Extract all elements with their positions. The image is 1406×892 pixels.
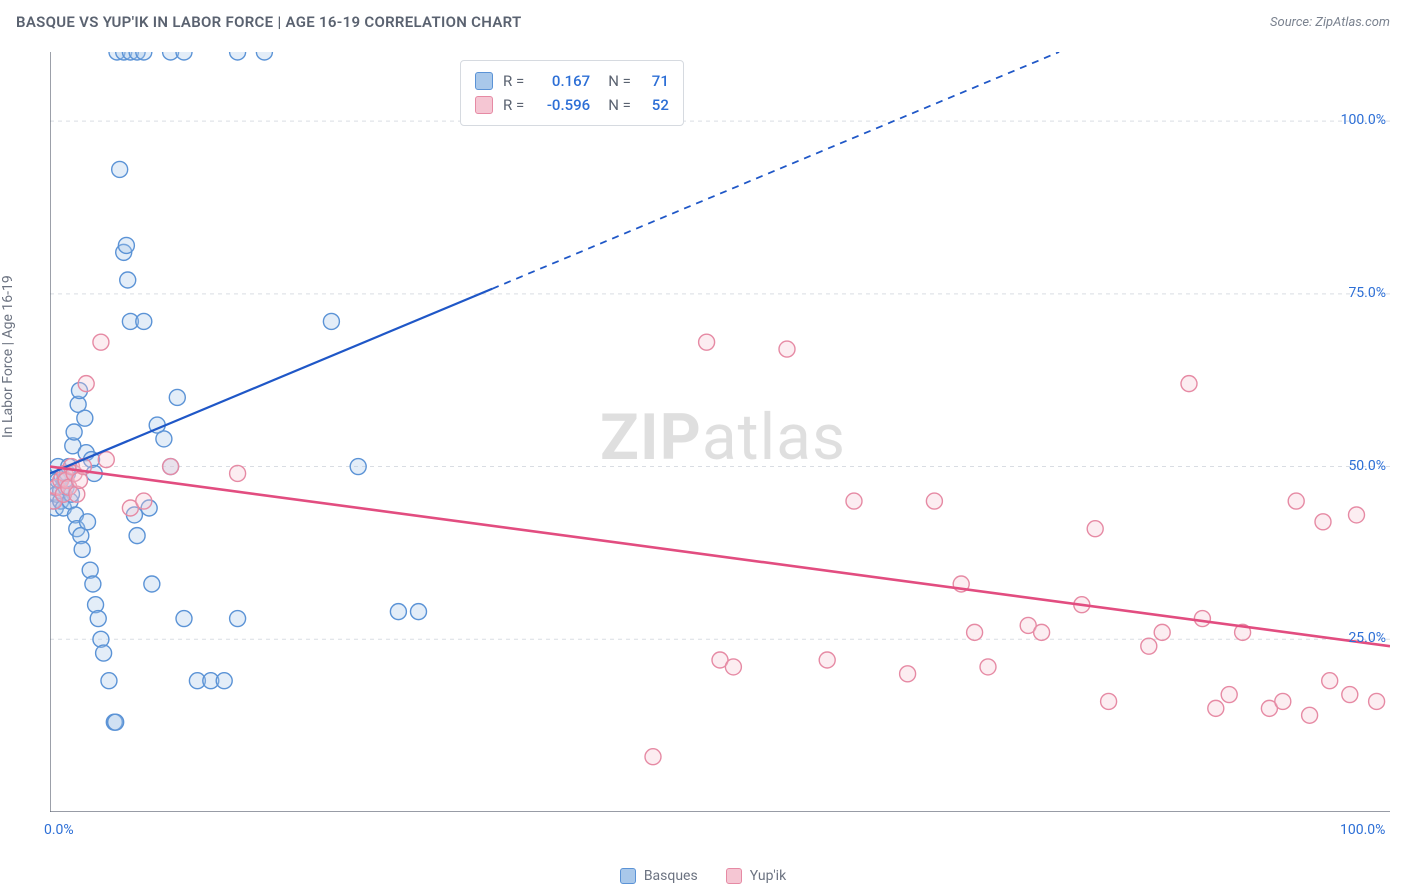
stats-row: R = 0.167 N = 71 — [475, 69, 669, 93]
x-tick-label: 0.0% — [44, 822, 74, 838]
series-swatch — [475, 72, 493, 90]
chart-header: BASQUE VS YUP'IK IN LABOR FORCE | AGE 16… — [0, 0, 1406, 44]
stats-row: R = -0.596 N = 52 — [475, 93, 669, 117]
n-label: N = — [608, 69, 631, 93]
legend-swatch — [726, 868, 742, 884]
r-value: 0.167 — [534, 69, 590, 93]
scatter-plot — [50, 52, 1390, 812]
legend-item: Basques — [620, 868, 698, 884]
source-credit: Source: ZipAtlas.com — [1270, 15, 1390, 30]
chart-area — [50, 52, 1390, 812]
n-value: 52 — [641, 93, 669, 117]
n-value: 71 — [641, 69, 669, 93]
r-label: R = — [503, 69, 524, 93]
correlation-stats-box: R = 0.167 N = 71 R = -0.596 N = 52 — [460, 60, 684, 126]
series-swatch — [475, 96, 493, 114]
r-label: R = — [503, 93, 524, 117]
y-tick-label: 50.0% — [1348, 458, 1386, 474]
chart-title: BASQUE VS YUP'IK IN LABOR FORCE | AGE 16… — [16, 13, 522, 31]
r-value: -0.596 — [534, 93, 590, 117]
legend-label: Basques — [644, 868, 698, 884]
y-axis-label: In Labor Force | Age 16-19 — [0, 275, 16, 438]
y-tick-label: 100.0% — [1341, 112, 1386, 128]
y-tick-label: 25.0% — [1348, 630, 1386, 646]
y-tick-label: 75.0% — [1348, 285, 1386, 301]
legend-label: Yup'ik — [750, 868, 786, 884]
legend-swatch — [620, 868, 636, 884]
legend-item: Yup'ik — [726, 868, 786, 884]
series-legend: Basques Yup'ik — [0, 868, 1406, 884]
n-label: N = — [608, 93, 631, 117]
x-tick-label: 100.0% — [1340, 822, 1385, 838]
